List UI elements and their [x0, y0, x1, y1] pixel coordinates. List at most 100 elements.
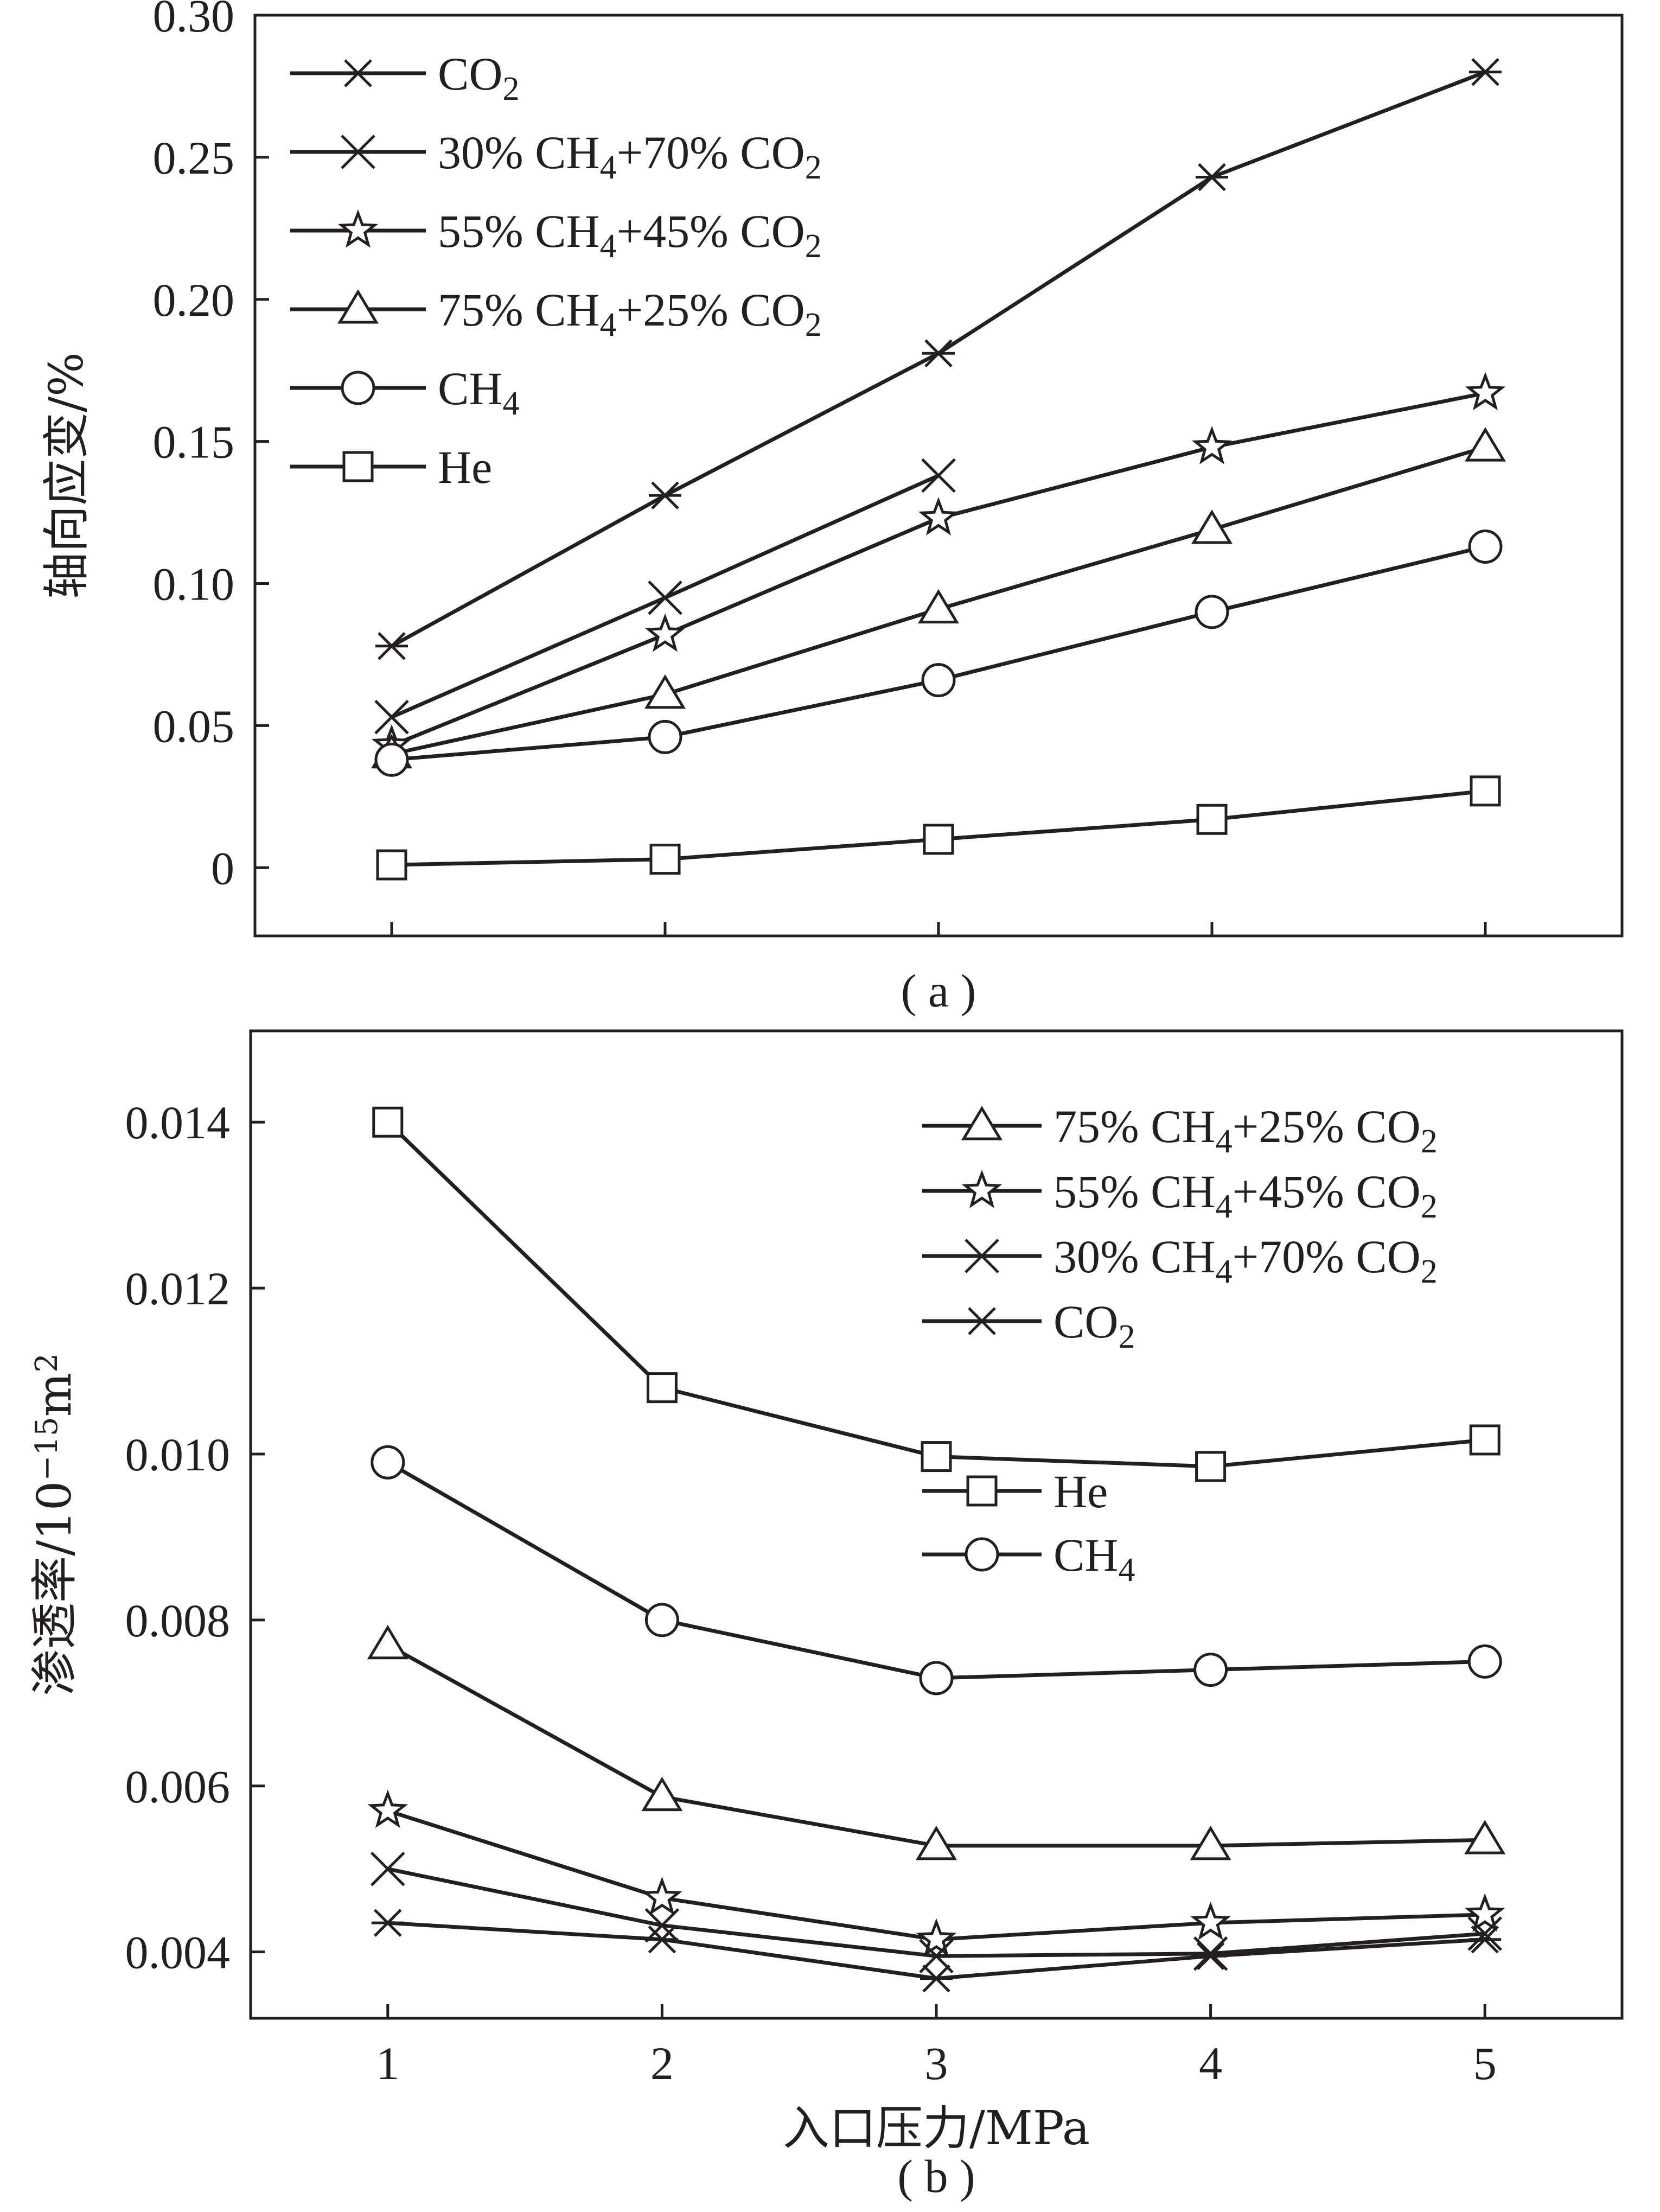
data-point-co2 [1194, 1942, 1227, 1971]
data-point-m75 [367, 1624, 408, 1660]
data-point-he [376, 849, 407, 881]
legend-entry: 30% CH4+70% CO2 [922, 1231, 1438, 1290]
legend-marker [961, 1106, 1003, 1140]
legend: CO2 30% CH4+70% CO2 55% CH4+45% CO2 75% CH4… [290, 48, 822, 493]
data-point-ch4 [1193, 1653, 1228, 1687]
data-point-m30 [374, 699, 409, 735]
y-tick-label: 0.012 [125, 1263, 231, 1315]
data-point-ch4 [371, 1445, 405, 1480]
data-point-m75 [915, 1826, 957, 1860]
data-point-co2 [920, 1964, 953, 1993]
data-point-m55 [1465, 1893, 1505, 1932]
y-tick-label: 0.008 [125, 1595, 231, 1647]
legend-label: He [438, 441, 492, 493]
legend-entry: He [922, 1465, 1108, 1518]
data-point-he [1196, 804, 1228, 835]
y-tick-label: 0 [211, 842, 234, 894]
data-point-m75 [1191, 509, 1233, 544]
data-point-m55 [367, 1789, 408, 1828]
y-tick-label: 0.010 [125, 1429, 231, 1481]
legend-label: CH4 [438, 362, 519, 422]
y-axis-title: 轴向应变/% [40, 352, 94, 599]
legend-marker [966, 1307, 998, 1335]
y-tick-label: 0.014 [125, 1097, 231, 1149]
series-ch4 [371, 1445, 1502, 1695]
data-point-co2 [649, 481, 681, 509]
data-point-co2 [1196, 163, 1228, 192]
series-line-ch4 [391, 544, 1486, 762]
data-point-he [372, 1106, 404, 1138]
legend-marker [341, 371, 375, 405]
legend-label: 55% CH4+45% CO2 [1054, 1165, 1438, 1225]
data-point-ch4 [374, 742, 409, 777]
data-point-he [646, 1372, 678, 1404]
x-tick-label: 1 [376, 2037, 399, 2089]
legend-label: 55% CH4+45% CO2 [438, 205, 822, 265]
data-point-m75 [641, 1776, 683, 1812]
data-point-he [923, 824, 954, 855]
series-co2 [371, 1909, 1502, 1993]
legend-entry: 75% CH4+25% CO2 [922, 1100, 1438, 1160]
series-ch4 [374, 529, 1503, 777]
y-axis-title: 渗透率/10−15m2 [28, 1353, 82, 1696]
data-point-co2 [646, 1925, 679, 1954]
data-point-co2 [922, 339, 955, 368]
legend-marker [341, 135, 375, 169]
data-point-m55 [642, 1877, 682, 1915]
series-he [372, 1106, 1501, 1482]
x-axis-title: 入口压力/MPa [783, 2101, 1090, 2156]
legend-marker [965, 1537, 999, 1572]
data-point-m55 [1190, 1901, 1231, 1940]
y-tick-label: 0.20 [153, 274, 235, 326]
legend-entry: CH4 [290, 362, 519, 422]
data-point-m75 [644, 674, 686, 709]
legend-entry: CH4 [922, 1529, 1135, 1589]
legend-marker [966, 1475, 998, 1507]
legend-entry: 30% CH4+70% CO2 [290, 126, 822, 186]
series-line-ch4 [387, 1461, 1485, 1680]
data-point-co2 [371, 1909, 404, 1937]
data-point-m75 [1464, 427, 1506, 462]
x-tick-label: 4 [1199, 2037, 1222, 2089]
y-tick-label: 0.006 [125, 1761, 231, 1813]
data-point-m55 [644, 613, 686, 652]
series-m30 [371, 1851, 1502, 1974]
data-point-ch4 [644, 1603, 679, 1637]
legend-label: 30% CH4+70% CO2 [438, 126, 822, 186]
legend-entry: 55% CH4+45% CO2 [922, 1165, 1438, 1225]
legend-label: He [1054, 1465, 1108, 1518]
legend-marker [337, 209, 379, 248]
data-point-ch4 [1195, 595, 1229, 629]
series-m75 [367, 1624, 1506, 1860]
chart-a: 0 0.05 0.10 0.15 0.20 0.25 0.30 轴向应变/% ( a ) CO2 3… [40, 0, 1624, 1017]
data-point-m30 [1193, 1936, 1228, 1971]
data-point-m55 [1191, 425, 1233, 464]
legend-label: CO2 [438, 48, 519, 107]
legend-entry: 55% CH4+45% CO2 [290, 205, 822, 265]
data-point-he [649, 844, 681, 875]
data-point-m75 [917, 589, 960, 624]
series-m55 [371, 372, 1506, 763]
y-tick-label: 0.05 [153, 700, 235, 752]
x-tick-label: 2 [650, 2037, 674, 2089]
data-point-m30 [644, 1908, 680, 1943]
legend-entry: He [290, 441, 492, 493]
legend-label: CO2 [1054, 1296, 1135, 1355]
data-point-ch4 [1467, 1644, 1502, 1679]
series-m75 [371, 427, 1506, 769]
data-point-he [1470, 775, 1501, 807]
legend-entry: 75% CH4+25% CO2 [290, 284, 822, 343]
data-point-he [921, 1441, 952, 1472]
data-point-m55 [1465, 372, 1506, 411]
legend-label: 75% CH4+25% CO2 [1054, 1100, 1438, 1160]
y-tick-label: 0.25 [153, 132, 235, 184]
data-point-co2 [375, 632, 408, 660]
data-point-m55 [918, 496, 959, 536]
data-point-m55 [916, 1918, 957, 1957]
data-point-m75 [1464, 1820, 1506, 1854]
series-co2 [375, 58, 1502, 660]
series-m30 [374, 458, 956, 735]
panel-label: ( a ) [901, 965, 976, 1017]
